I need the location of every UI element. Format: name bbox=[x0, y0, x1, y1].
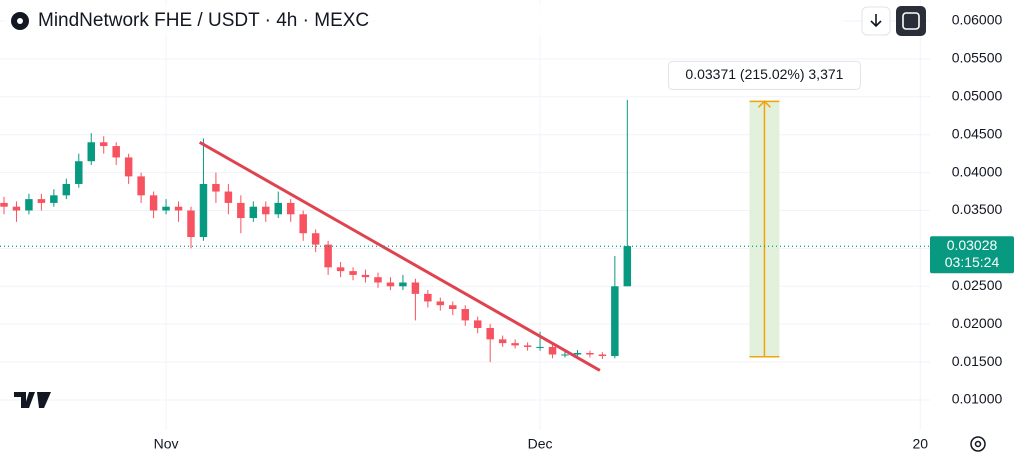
y-tick-label: 0.01000 bbox=[952, 391, 1003, 407]
candle-body bbox=[311, 233, 320, 245]
x-tick-label: Nov bbox=[154, 436, 179, 452]
candle-body bbox=[436, 301, 445, 306]
y-tick-label: 0.05000 bbox=[952, 87, 1003, 103]
candle-body bbox=[212, 183, 220, 192]
candle-body bbox=[224, 191, 233, 203]
y-tick-label: 0.02500 bbox=[952, 277, 1003, 293]
fullscreen-icon bbox=[902, 12, 920, 30]
candle-body bbox=[536, 346, 544, 348]
candle-body bbox=[124, 157, 133, 177]
candle-body bbox=[523, 345, 532, 347]
candle-body bbox=[50, 195, 58, 203]
last-price-tag bbox=[930, 236, 1014, 274]
candle-body bbox=[473, 320, 482, 328]
settings-icon bbox=[974, 440, 982, 448]
candle-body bbox=[598, 354, 607, 357]
candle-body bbox=[586, 352, 594, 355]
candle-body bbox=[461, 309, 469, 321]
x-tick-label: 20 bbox=[912, 436, 928, 452]
measure-label-bg bbox=[667, 60, 861, 90]
candle-body bbox=[411, 282, 420, 294]
candle-body bbox=[137, 176, 145, 196]
candle-body bbox=[498, 339, 507, 344]
candle-body bbox=[399, 282, 407, 287]
candle-body bbox=[486, 327, 494, 340]
candle-body bbox=[573, 352, 582, 355]
candle-body bbox=[149, 195, 158, 211]
trend-line bbox=[198, 140, 601, 372]
symbol-icon-dot bbox=[17, 18, 23, 24]
candle-body bbox=[324, 244, 332, 268]
candle-body bbox=[262, 206, 270, 215]
candle-body bbox=[424, 293, 432, 302]
candle-body bbox=[174, 206, 183, 211]
candle-body bbox=[87, 142, 95, 162]
chart-title: MindNetwork FHE / USDT · 4h · MEXC bbox=[38, 10, 369, 31]
fullscreen-button[interactable] bbox=[896, 6, 926, 36]
candle-body bbox=[511, 343, 519, 346]
candle-body bbox=[561, 354, 569, 356]
candle-body bbox=[374, 277, 382, 283]
candle-body bbox=[12, 206, 21, 211]
candle-body bbox=[37, 199, 46, 203]
candle-body bbox=[112, 146, 120, 158]
settings-button[interactable] bbox=[970, 436, 986, 452]
candle-body bbox=[349, 271, 357, 275]
candle-body bbox=[0, 202, 8, 207]
candle-body bbox=[611, 286, 619, 357]
candle-body bbox=[249, 206, 258, 219]
y-tick-label: 0.01500 bbox=[952, 353, 1003, 369]
candle-body bbox=[299, 214, 307, 234]
candle-body bbox=[237, 202, 245, 219]
candle-body bbox=[187, 210, 195, 238]
candle-body bbox=[99, 142, 108, 147]
candle-body bbox=[449, 305, 457, 310]
candle-body bbox=[199, 183, 208, 238]
candle-body bbox=[62, 183, 71, 196]
last-price-label: 0.03028 bbox=[947, 237, 998, 253]
candle-body bbox=[162, 206, 170, 211]
x-tick-label: Dec bbox=[528, 436, 553, 452]
download-icon bbox=[870, 14, 882, 28]
y-tick-label: 0.03500 bbox=[952, 201, 1003, 217]
tv-logo bbox=[14, 392, 51, 408]
candle-body bbox=[286, 202, 295, 215]
header-bg bbox=[4, 4, 844, 36]
candle-body bbox=[25, 199, 33, 211]
y-tick-label: 0.04500 bbox=[952, 125, 1003, 141]
candle-body bbox=[274, 202, 282, 215]
y-tick-label: 0.06000 bbox=[952, 12, 1003, 28]
plot-layer: 0.03371 (215.02%) 3,371 bbox=[0, 60, 930, 372]
candle-body bbox=[623, 246, 632, 287]
candle-body bbox=[386, 282, 395, 287]
y-tick-label: 0.05500 bbox=[952, 50, 1003, 66]
y-tick-label: 0.04000 bbox=[952, 163, 1003, 179]
candle-body bbox=[336, 267, 345, 272]
candle-body bbox=[75, 161, 83, 184]
candle-body bbox=[548, 346, 557, 355]
measure-arrowhead bbox=[757, 100, 771, 108]
candle-body bbox=[361, 274, 370, 278]
countdown-label: 03:15:24 bbox=[945, 254, 1000, 270]
y-tick-label: 0.02000 bbox=[952, 315, 1003, 331]
measure-label: 0.03371 (215.02%) 3,371 bbox=[685, 66, 843, 82]
